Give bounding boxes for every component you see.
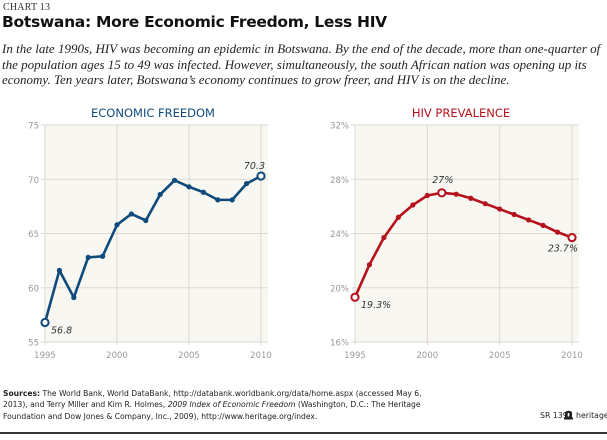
data-point [554, 229, 561, 235]
data-point [410, 202, 416, 208]
panel-title: ECONOMIC FREEDOM [91, 106, 215, 120]
data-point [424, 192, 430, 199]
data-point [56, 267, 63, 273]
footer-rule [0, 432, 607, 434]
chart-number: CHART 13 [3, 2, 51, 13]
data-point [172, 177, 178, 183]
data-point [71, 294, 77, 301]
y-tick-label: 65 [28, 230, 39, 240]
sources-text-1: The World Bank, World DataBank, http://d… [3, 389, 422, 410]
data-point [215, 197, 221, 203]
sources-italic-title: 2009 Index of Economic Freedom [167, 400, 296, 410]
sources-text-2: (Washington, D.C.: The Heritage Foundati… [3, 400, 421, 421]
y-tick-label: 28% [330, 176, 349, 186]
data-point [100, 253, 106, 259]
x-tick-label: 2000 [106, 351, 128, 361]
highlight-point [437, 188, 447, 198]
y-tick-label: 55 [28, 339, 39, 349]
y-tick-label: 60 [28, 284, 39, 294]
report-id: SR 139 [540, 411, 568, 420]
data-point [497, 206, 503, 212]
sources-label: Sources: [3, 389, 41, 398]
data-point [468, 195, 474, 201]
panel-title: HIV PREVALENCE [412, 106, 510, 120]
data-point [229, 197, 235, 203]
heritage-bell-icon [564, 410, 573, 420]
economic-freedom-chart: ECONOMIC FREEDOM 55 60 65 70 75 1995 2000 2005 20… [28, 106, 272, 361]
x-tick-label: 2005 [178, 351, 200, 361]
data-point [244, 180, 250, 187]
series-line [43, 174, 262, 323]
data-label: 23.7% [548, 244, 578, 255]
y-tick-label: 24% [330, 230, 349, 240]
data-point [128, 211, 134, 217]
data-point [395, 214, 401, 220]
x-tick-label: 1995 [344, 351, 366, 361]
data-point [453, 191, 459, 197]
data-point [200, 189, 206, 195]
sources-note: Sources: The World Bank, World DataBank,… [3, 388, 443, 422]
data-point [482, 201, 488, 207]
y-tick-label: 20% [330, 284, 349, 294]
data-point [85, 254, 91, 260]
y-tick-label: 75 [28, 122, 39, 132]
y-tick-label: 16% [330, 339, 349, 349]
data-label: 27% [432, 175, 453, 186]
data-point [540, 222, 546, 228]
x-tick-label: 2000 [417, 351, 439, 361]
data-point [381, 234, 387, 241]
data-point [157, 191, 163, 198]
data-point [366, 262, 373, 268]
highlight-point [40, 317, 50, 328]
data-point [114, 222, 120, 228]
highlight-point [567, 232, 577, 243]
data-point [143, 217, 149, 224]
chart-title: Botswana: More Economic Freedom, Less HI… [2, 13, 387, 31]
data-label: 56.8 [51, 325, 72, 336]
highlight-point [350, 292, 360, 302]
data-point [186, 184, 192, 190]
x-tick-label: 2010 [250, 351, 272, 361]
highlight-point [256, 171, 266, 181]
y-tick-label: 32% [330, 122, 349, 132]
data-label: 70.3 [244, 161, 265, 172]
x-tick-label: 1995 [34, 351, 56, 361]
hiv-prevalence-chart: HIV PREVALENCE 16% 20% 24% 28% 32% 1995 2000 200… [330, 106, 583, 361]
site-link[interactable]: heritage.org [576, 411, 607, 420]
x-tick-label: 2010 [561, 351, 583, 361]
x-tick-label: 2005 [489, 351, 511, 361]
y-tick-label: 70 [28, 176, 39, 186]
series-line [353, 191, 573, 298]
chart-subtitle: In the late 1990s, HIV was becoming an e… [2, 41, 601, 87]
data-point [511, 211, 517, 218]
data-point [526, 217, 532, 223]
data-label: 19.3% [361, 300, 391, 311]
